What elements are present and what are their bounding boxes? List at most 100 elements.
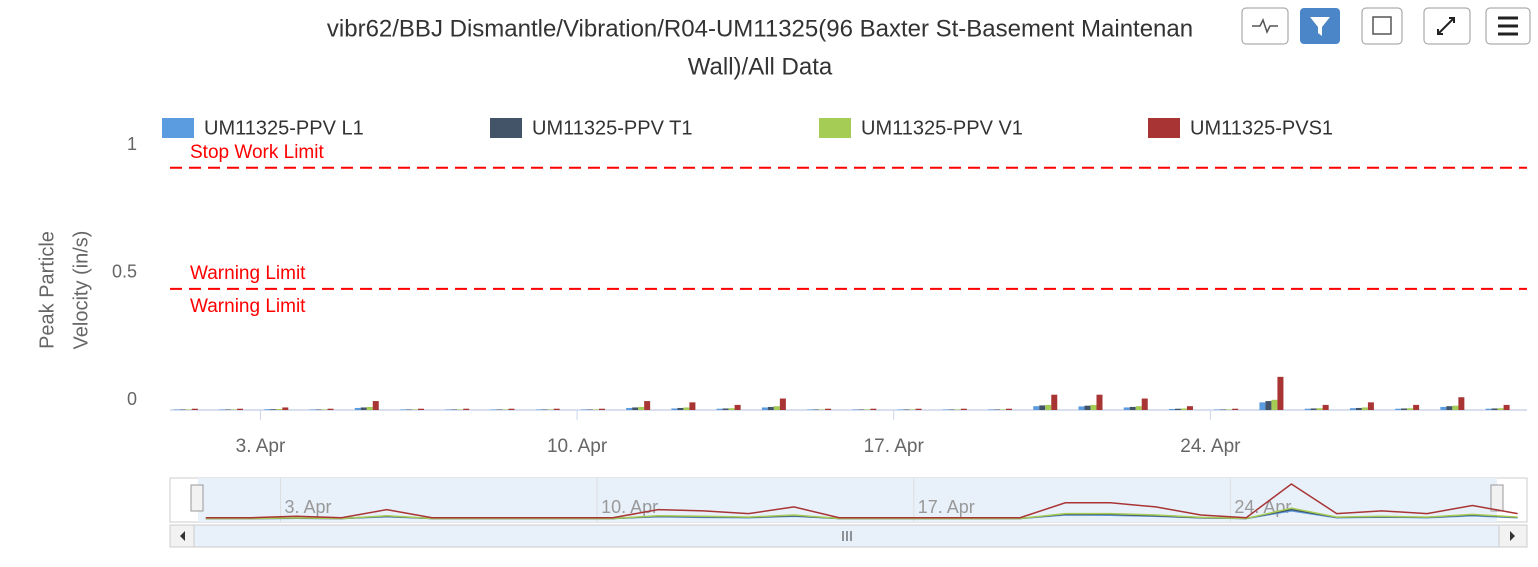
bar xyxy=(264,409,271,410)
bar xyxy=(1304,408,1311,410)
bar xyxy=(360,407,367,410)
bar xyxy=(689,402,696,410)
bar xyxy=(1220,409,1227,410)
bar xyxy=(1096,394,1103,410)
bar xyxy=(1491,408,1498,410)
bar xyxy=(490,409,497,410)
bar xyxy=(671,408,678,410)
bar xyxy=(1180,408,1187,410)
bar xyxy=(457,409,464,410)
bar xyxy=(399,409,406,410)
bar xyxy=(547,409,554,410)
legend-swatch xyxy=(1148,118,1180,138)
legend-swatch xyxy=(819,118,851,138)
bar xyxy=(1316,408,1323,410)
bar xyxy=(372,401,379,410)
bar xyxy=(897,409,904,410)
bar xyxy=(1033,406,1040,410)
bar xyxy=(1078,406,1085,410)
navigator-handle[interactable] xyxy=(190,484,204,512)
bar xyxy=(1446,406,1453,410)
bar xyxy=(315,409,322,410)
icon xyxy=(1252,18,1278,34)
bar xyxy=(1135,406,1142,410)
bar xyxy=(909,409,916,410)
bar xyxy=(683,407,690,410)
bar xyxy=(1413,404,1420,410)
bar xyxy=(1497,408,1504,410)
navigator-tick-label: 17. Apr xyxy=(918,497,975,517)
bar xyxy=(191,408,198,410)
bar xyxy=(1277,376,1284,410)
bar xyxy=(858,409,865,410)
bar xyxy=(1084,405,1091,410)
bar xyxy=(864,409,871,410)
bar xyxy=(1039,405,1046,410)
bar xyxy=(1090,404,1097,410)
bar xyxy=(948,409,955,410)
bar xyxy=(321,409,328,410)
y-axis-title: Peak Particle xyxy=(36,231,58,349)
bar xyxy=(1226,409,1233,410)
bar xyxy=(231,409,238,410)
y-tick-label: 0 xyxy=(127,389,137,409)
bar xyxy=(1485,408,1492,410)
plot-line-label: Warning Limit xyxy=(190,263,306,284)
icon xyxy=(1310,17,1330,36)
icon xyxy=(1498,16,1518,36)
navigator-series xyxy=(205,483,1518,519)
bar xyxy=(626,407,633,410)
bar xyxy=(225,409,232,410)
bar xyxy=(734,404,741,410)
bar xyxy=(677,407,684,410)
navigator-tick-label: 10. Apr xyxy=(601,497,658,517)
chart-title: Wall)/All Data xyxy=(688,53,833,80)
bar xyxy=(1000,409,1007,410)
bar xyxy=(309,409,316,410)
bar xyxy=(1401,408,1408,410)
navigator xyxy=(169,477,1528,523)
bar xyxy=(1440,406,1447,410)
bar xyxy=(644,401,651,410)
navigator-series xyxy=(205,507,1518,520)
bar xyxy=(1407,408,1414,410)
navigator-selection xyxy=(198,478,1497,522)
icon xyxy=(1437,17,1455,35)
bar xyxy=(722,408,729,410)
legend-label: UM11325-PPV L1 xyxy=(204,117,364,139)
bar xyxy=(1265,401,1272,410)
bar xyxy=(411,409,418,410)
bar xyxy=(716,408,723,410)
bar xyxy=(1310,408,1317,410)
bar xyxy=(994,409,1001,410)
bar xyxy=(1123,407,1130,410)
navigator-handle[interactable] xyxy=(1490,484,1504,512)
bar xyxy=(1006,408,1013,410)
bar xyxy=(915,408,922,410)
bar xyxy=(1458,397,1465,410)
bar xyxy=(179,409,186,410)
bar xyxy=(1503,404,1510,410)
bar xyxy=(535,409,542,410)
bar xyxy=(761,407,768,410)
bar xyxy=(1232,408,1239,410)
bar xyxy=(1051,394,1058,410)
bar xyxy=(1367,402,1374,410)
bar xyxy=(825,408,832,410)
bar xyxy=(942,409,949,410)
bar xyxy=(276,408,283,410)
bar xyxy=(1271,399,1278,410)
bar xyxy=(819,409,826,410)
bar xyxy=(852,409,859,410)
bar xyxy=(1259,402,1266,410)
bar xyxy=(1168,408,1175,410)
plot-line-label: Stop Work Limit xyxy=(190,142,324,163)
legend-swatch xyxy=(162,118,194,138)
y-tick-label: 0.5 xyxy=(112,261,137,281)
bar xyxy=(1129,406,1136,410)
bar xyxy=(445,409,452,410)
legend-label: UM11325-PVS1 xyxy=(1190,117,1333,139)
bar xyxy=(502,409,509,410)
button[interactable] xyxy=(1361,7,1403,45)
